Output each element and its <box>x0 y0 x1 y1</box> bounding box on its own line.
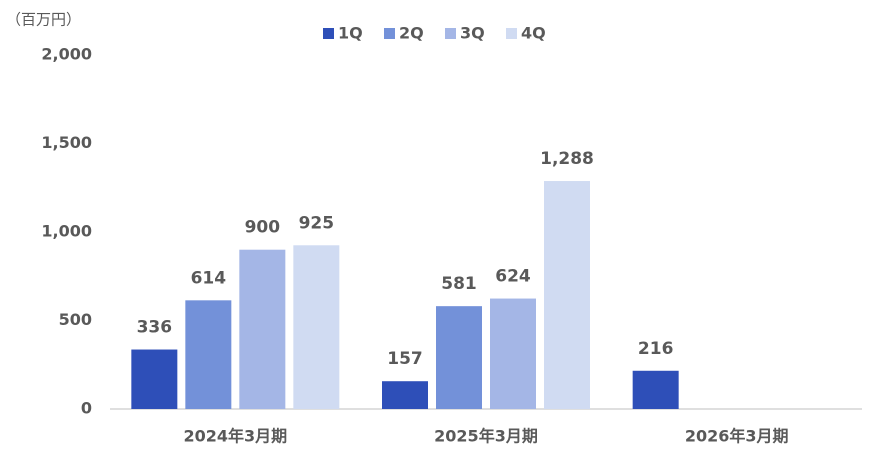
legend-swatch <box>506 28 517 39</box>
value-label: 614 <box>191 268 227 288</box>
bar <box>185 300 232 409</box>
x-tick-label: 2026年3月期 <box>685 427 789 446</box>
legend-label: 4Q <box>521 24 546 43</box>
value-label: 624 <box>495 267 531 287</box>
value-label: 1,288 <box>540 149 594 169</box>
value-label: 157 <box>387 349 423 369</box>
y-tick-label: 2,000 <box>41 45 92 64</box>
y-tick-label: 500 <box>59 310 92 329</box>
y-tick-label: 1,500 <box>41 133 92 152</box>
value-label: 900 <box>245 218 281 238</box>
bar <box>131 349 178 409</box>
legend-label: 3Q <box>460 24 485 43</box>
value-label: 925 <box>299 213 335 233</box>
y-axis-label: （百万円） <box>6 11 81 29</box>
bar <box>293 245 340 409</box>
legend-swatch <box>323 28 334 39</box>
legend-swatch <box>445 28 456 39</box>
value-label: 336 <box>137 318 173 338</box>
x-tick-label: 2024年3月期 <box>183 427 287 446</box>
value-label: 581 <box>441 274 477 294</box>
bar <box>382 381 428 409</box>
legend-swatch <box>384 28 395 39</box>
bar <box>436 306 482 409</box>
y-tick-label: 0 <box>81 399 92 418</box>
bar <box>632 370 679 409</box>
legend-label: 1Q <box>338 24 363 43</box>
x-tick-label: 2025年3月期 <box>434 427 538 446</box>
bar <box>544 181 590 409</box>
value-label: 216 <box>638 339 674 359</box>
legend-label: 2Q <box>399 24 424 43</box>
bar <box>490 298 536 409</box>
y-tick-label: 1,000 <box>41 222 92 241</box>
bar <box>239 249 286 409</box>
